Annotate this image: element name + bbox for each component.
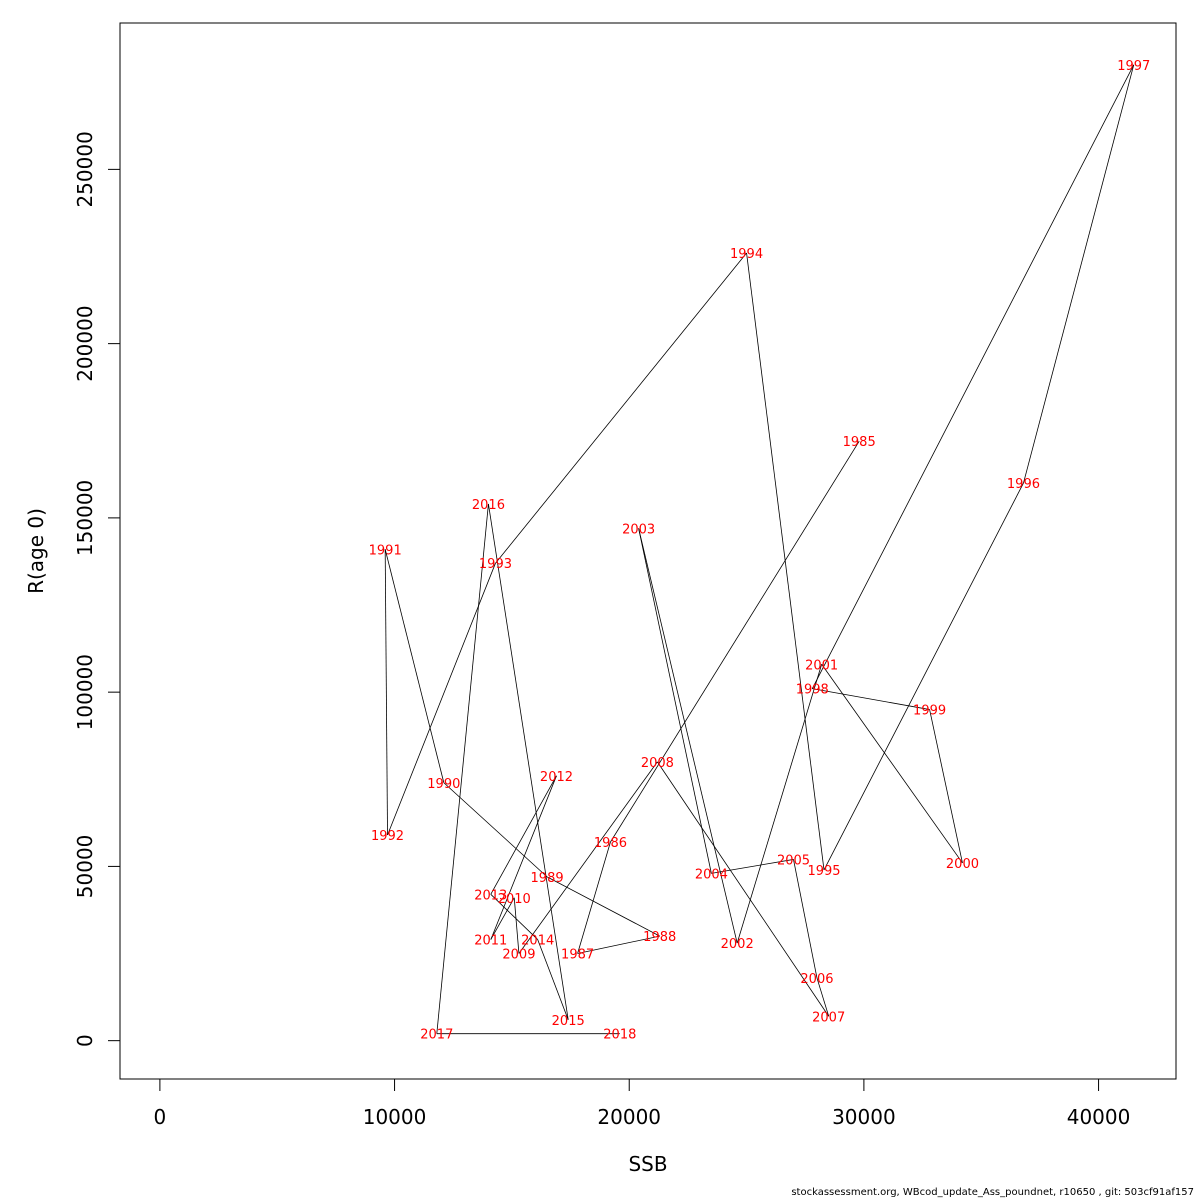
point-label-2012: 2012 xyxy=(540,770,573,785)
point-label-1988: 1988 xyxy=(643,930,676,945)
point-label-1989: 1989 xyxy=(531,871,564,886)
point-label-2000: 2000 xyxy=(946,857,979,872)
point-label-1990: 1990 xyxy=(427,777,460,792)
point-label-2014: 2014 xyxy=(521,934,554,949)
point-label-2009: 2009 xyxy=(502,948,535,963)
path-segment-2015-2016 xyxy=(488,503,569,1020)
point-label-2007: 2007 xyxy=(812,1010,845,1025)
path-segment-1999-2000 xyxy=(929,709,963,864)
point-label-2010: 2010 xyxy=(498,892,531,907)
path-segment-2006-2007 xyxy=(816,977,830,1017)
path-segment-2010-2011 xyxy=(490,897,515,940)
path-segment-2000-2001 xyxy=(821,664,963,864)
path-segment-2009-2010 xyxy=(513,897,520,954)
point-label-1992: 1992 xyxy=(371,829,404,844)
path-segment-1998-1999 xyxy=(812,688,930,710)
point-label-2003: 2003 xyxy=(622,522,655,537)
path-segment-1985-1986 xyxy=(610,441,860,843)
point-label-1998: 1998 xyxy=(796,683,829,698)
point-label-1995: 1995 xyxy=(807,864,840,879)
y-tick-label-250000: 250000 xyxy=(73,131,97,207)
path-segment-1996-1997 xyxy=(1023,64,1135,484)
point-label-2017: 2017 xyxy=(420,1028,453,1043)
point-label-1993: 1993 xyxy=(479,557,512,572)
path-segment-2016-2017 xyxy=(436,503,489,1034)
x-axis: 0 10000 20000 30000 40000 xyxy=(154,1078,1131,1129)
y-axis: 0 50000 100000 150000 200000 250000 xyxy=(73,131,121,1047)
point-label-1994: 1994 xyxy=(730,247,763,262)
path-segment-1993-1994 xyxy=(495,252,747,564)
x-tick-label-30000: 30000 xyxy=(832,1105,896,1129)
path-segment-2003-2004 xyxy=(638,528,712,874)
x-tick-label-40000: 40000 xyxy=(1067,1105,1131,1129)
path-segment-1990-1991 xyxy=(384,549,445,783)
point-label-1997: 1997 xyxy=(1117,59,1150,74)
y-tick-label-0: 0 xyxy=(73,1034,97,1047)
path-segment-1986-1987 xyxy=(577,841,611,954)
path-segment-2011-2012 xyxy=(490,775,557,940)
path-segment-2014-2015 xyxy=(537,939,569,1020)
point-label-2018: 2018 xyxy=(603,1028,636,1043)
x-axis-label: SSB xyxy=(628,1152,667,1176)
point-label-2011: 2011 xyxy=(474,934,507,949)
path-segment-1989-1990 xyxy=(443,782,548,878)
y-tick-label-150000: 150000 xyxy=(73,480,97,556)
path-segment-2013-2014 xyxy=(490,893,538,940)
y-tick-label-200000: 200000 xyxy=(73,305,97,381)
point-label-2016: 2016 xyxy=(472,498,505,513)
path-segment-2012-2013 xyxy=(490,775,557,895)
point-label-2013: 2013 xyxy=(474,888,507,903)
plot-frame xyxy=(119,22,1177,1080)
point-label-2001: 2001 xyxy=(805,658,838,673)
x-tick-label-20000: 20000 xyxy=(597,1105,661,1129)
path-segment-2005-2006 xyxy=(793,859,818,979)
point-label-1996: 1996 xyxy=(1007,477,1040,492)
path-segment-2002-2003 xyxy=(638,528,738,944)
point-label-1999: 1999 xyxy=(913,704,946,719)
path-segment-2004-2005 xyxy=(711,859,794,874)
x-tick-label-0: 0 xyxy=(154,1105,167,1129)
point-label-2008: 2008 xyxy=(641,756,674,771)
point-label-1986: 1986 xyxy=(594,836,627,851)
point-label-1987: 1987 xyxy=(561,948,594,963)
series-path-group xyxy=(384,64,1135,1035)
path-segment-1992-1993 xyxy=(387,563,496,836)
point-labels-group: 1985 1986 1987 1988 1989 1990 1991 1992 1993 1994… xyxy=(369,59,1151,1043)
path-segment-1997-1998 xyxy=(811,64,1135,689)
x-tick-label-10000: 10000 xyxy=(363,1105,427,1129)
y-tick-label-50000: 50000 xyxy=(73,835,97,899)
point-label-2004: 2004 xyxy=(695,867,728,882)
y-tick-label-100000: 100000 xyxy=(73,654,97,730)
point-label-1985: 1985 xyxy=(843,435,876,450)
path-segment-1991-1992 xyxy=(384,549,388,836)
path-segment-2001-2002 xyxy=(736,664,823,944)
path-segment-2008-2009 xyxy=(518,761,658,954)
point-label-2005: 2005 xyxy=(777,853,810,868)
path-segment-2007-2008 xyxy=(657,761,830,1017)
path-segment-1995-1996 xyxy=(823,482,1024,871)
point-label-2015: 2015 xyxy=(552,1014,585,1029)
path-segment-1987-1988 xyxy=(577,935,660,954)
y-axis-label: R(age 0) xyxy=(24,508,48,594)
footer-credit: stockassessment.org, WBcod_update_Ass_po… xyxy=(791,1187,1194,1198)
path-segment-1988-1989 xyxy=(546,876,660,937)
point-label-2006: 2006 xyxy=(800,972,833,987)
point-label-1991: 1991 xyxy=(369,543,402,558)
path-segment-1994-1995 xyxy=(746,252,825,870)
point-label-2002: 2002 xyxy=(721,937,754,952)
